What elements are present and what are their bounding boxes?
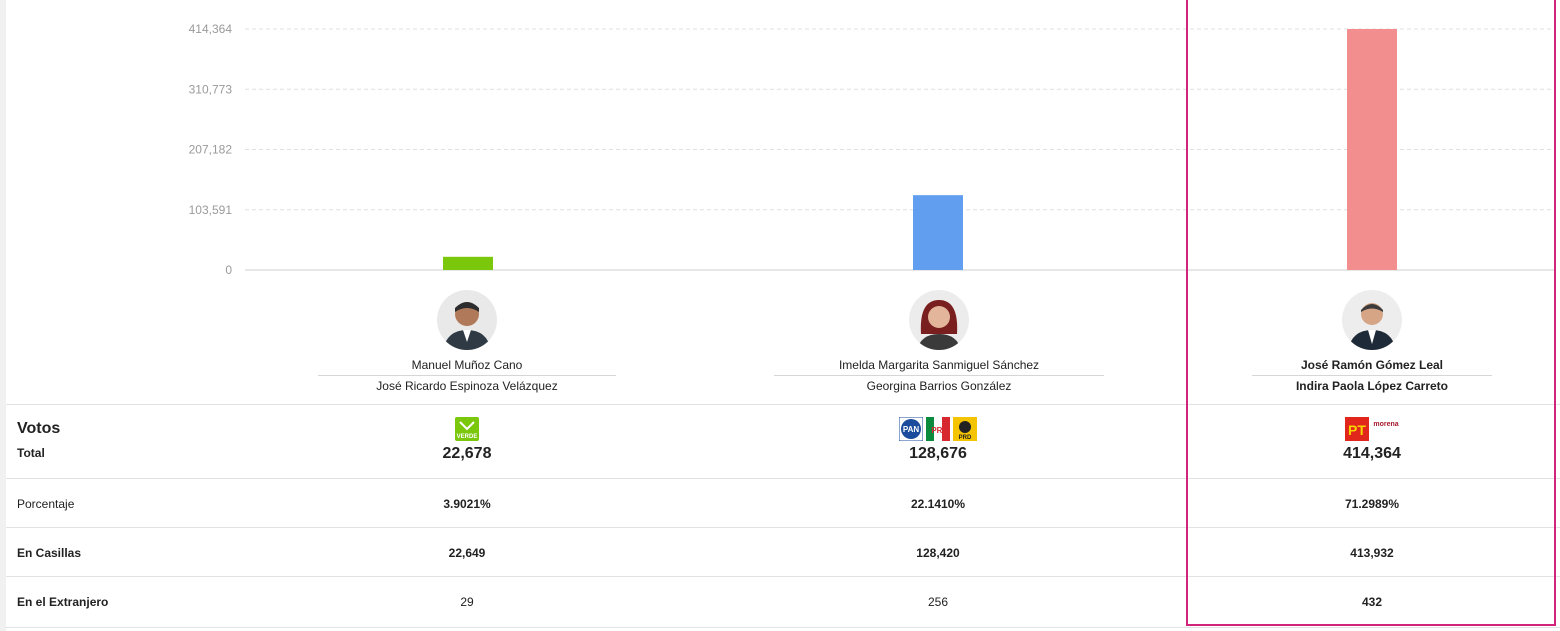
total-votes: 414,364 xyxy=(1343,445,1401,462)
divider xyxy=(318,375,616,376)
casillas-value: 413,932 xyxy=(1350,546,1394,560)
percentage-label: Porcentaje xyxy=(17,497,75,511)
total-votes: 22,678 xyxy=(442,445,492,462)
svg-text:VERDE: VERDE xyxy=(457,434,478,440)
verde-logo-icon: VERDE xyxy=(455,417,479,441)
candidate-substitute: Indira Paola López Carreto xyxy=(1295,379,1449,393)
percentage-value: 3.9021% xyxy=(443,497,491,511)
svg-text:PRI: PRI xyxy=(931,426,944,435)
y-tick-label: 310,773 xyxy=(189,82,233,96)
avatar xyxy=(437,290,497,350)
bar-2[interactable] xyxy=(913,195,963,270)
casillas-value: 22,649 xyxy=(448,546,486,560)
candidate-card-2[interactable]: Imelda Margarita Sanmiguel Sánchez Georg… xyxy=(774,290,1104,395)
svg-text:PT: PT xyxy=(1348,422,1366,438)
percentage-value: 71.2989% xyxy=(1344,497,1400,511)
casillas-value: 128,420 xyxy=(916,546,960,560)
casillas-row: En Casillas 22,649 128,420 413,932 xyxy=(6,527,1560,577)
candidate-card-1[interactable]: Manuel Muñoz Cano José Ricardo Espinoza … xyxy=(318,290,616,395)
svg-text:morena: morena xyxy=(1373,421,1398,428)
party-logos-2: PAN PRI PRD xyxy=(838,417,1038,441)
total-label: Total xyxy=(17,446,45,460)
bar-1[interactable] xyxy=(443,256,493,270)
extranjero-row: En el Extranjero 29 256 432 xyxy=(6,576,1560,628)
divider xyxy=(774,375,1104,376)
party-logos-1: VERDE xyxy=(367,417,567,441)
casillas-label: En Casillas xyxy=(17,546,82,560)
results-panel xyxy=(6,0,1560,631)
extranjero-value: 432 xyxy=(1361,595,1383,609)
y-tick-label: 103,591 xyxy=(189,203,233,217)
candidate-card-3[interactable]: José Ramón Gómez Leal Indira Paola López… xyxy=(1252,290,1492,395)
percentage-value: 22.1410% xyxy=(910,497,966,511)
candidate-substitute: José Ricardo Espinoza Velázquez xyxy=(376,379,558,393)
bar-3[interactable] xyxy=(1347,29,1397,270)
candidate-substitute: Georgina Barrios González xyxy=(866,379,1012,393)
total-votes: 128,676 xyxy=(909,445,967,462)
votes-bar-chart: 414,364 310,773 207,182 103,591 0 xyxy=(189,22,1556,277)
prd-logo-icon: PRD xyxy=(953,417,978,441)
candidate-name: Imelda Margarita Sanmiguel Sánchez xyxy=(838,358,1040,372)
candidate-name: Manuel Muñoz Cano xyxy=(411,358,523,372)
pri-logo-icon: PRI xyxy=(926,417,950,441)
votes-total-row: Votos Total VERDE 22,678 PAN PRI PRD 128… xyxy=(6,404,1560,479)
extranjero-value: 29 xyxy=(460,595,474,609)
pt-logo-icon: PT xyxy=(1345,417,1370,441)
svg-text:PRD: PRD xyxy=(959,435,972,441)
y-tick-label: 207,182 xyxy=(189,143,233,157)
percentage-row: Porcentaje 3.9021% 22.1410% 71.2989% xyxy=(6,478,1560,528)
extranjero-value: 256 xyxy=(927,595,949,609)
party-logos-3: PT morena xyxy=(1272,417,1472,441)
extranjero-label: En el Extranjero xyxy=(17,595,109,609)
divider xyxy=(1252,375,1492,376)
votes-heading: Votos xyxy=(17,420,61,437)
pan-logo-icon: PAN xyxy=(898,417,923,441)
morena-logo-icon: morena xyxy=(1372,417,1399,441)
candidate-name: José Ramón Gómez Leal xyxy=(1300,358,1444,372)
svg-text:PAN: PAN xyxy=(903,425,920,434)
avatar xyxy=(1342,290,1402,350)
avatar xyxy=(909,290,969,350)
y-tick-label: 0 xyxy=(225,263,232,277)
y-tick-label: 414,364 xyxy=(189,22,233,36)
